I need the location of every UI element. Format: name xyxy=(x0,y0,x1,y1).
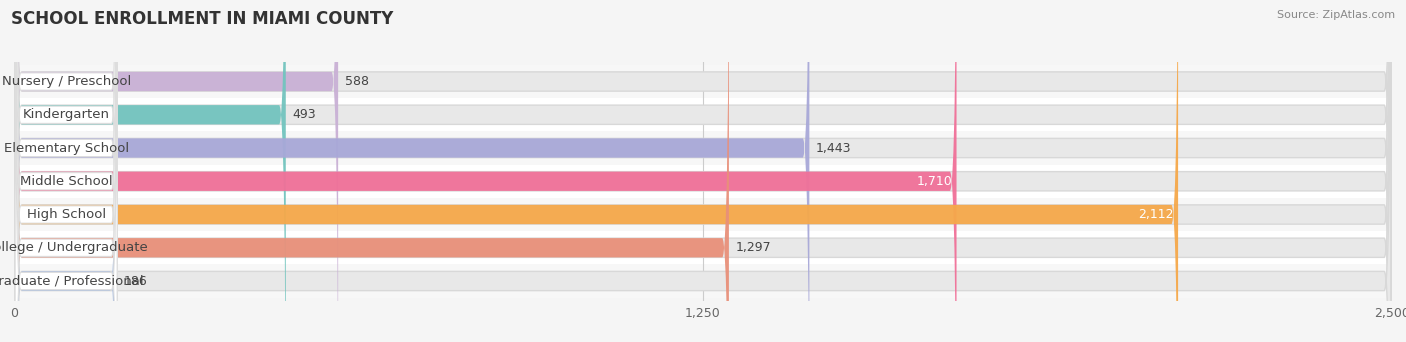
Text: 1,297: 1,297 xyxy=(735,241,770,254)
Text: 1,443: 1,443 xyxy=(815,142,852,155)
FancyBboxPatch shape xyxy=(15,0,117,342)
FancyBboxPatch shape xyxy=(15,0,117,342)
Bar xyxy=(14,231,1392,264)
Text: 588: 588 xyxy=(344,75,368,88)
FancyBboxPatch shape xyxy=(15,0,728,342)
FancyBboxPatch shape xyxy=(15,0,117,342)
FancyBboxPatch shape xyxy=(15,0,337,342)
FancyBboxPatch shape xyxy=(15,0,285,342)
FancyBboxPatch shape xyxy=(15,0,117,342)
FancyBboxPatch shape xyxy=(15,0,117,342)
FancyBboxPatch shape xyxy=(15,0,117,342)
Text: 2,112: 2,112 xyxy=(1139,208,1174,221)
Text: Nursery / Preschool: Nursery / Preschool xyxy=(1,75,131,88)
FancyBboxPatch shape xyxy=(15,0,117,342)
FancyBboxPatch shape xyxy=(15,0,1391,342)
FancyBboxPatch shape xyxy=(15,0,117,342)
FancyBboxPatch shape xyxy=(15,0,810,342)
Text: Elementary School: Elementary School xyxy=(4,142,129,155)
Bar xyxy=(14,198,1392,231)
FancyBboxPatch shape xyxy=(15,0,1391,342)
FancyBboxPatch shape xyxy=(15,0,1391,342)
FancyBboxPatch shape xyxy=(15,0,1391,342)
Text: Graduate / Professional: Graduate / Professional xyxy=(0,275,143,288)
Text: Middle School: Middle School xyxy=(20,175,112,188)
FancyBboxPatch shape xyxy=(15,0,956,342)
Text: 1,710: 1,710 xyxy=(917,175,952,188)
Text: Kindergarten: Kindergarten xyxy=(22,108,110,121)
Text: SCHOOL ENROLLMENT IN MIAMI COUNTY: SCHOOL ENROLLMENT IN MIAMI COUNTY xyxy=(11,10,394,28)
FancyBboxPatch shape xyxy=(15,0,1391,342)
Bar xyxy=(14,264,1392,298)
FancyBboxPatch shape xyxy=(15,0,1391,342)
Text: College / Undergraduate: College / Undergraduate xyxy=(0,241,148,254)
Bar xyxy=(14,65,1392,98)
Text: High School: High School xyxy=(27,208,105,221)
FancyBboxPatch shape xyxy=(15,0,1391,342)
Bar xyxy=(14,98,1392,131)
Bar xyxy=(14,165,1392,198)
Bar xyxy=(14,131,1392,165)
Text: Source: ZipAtlas.com: Source: ZipAtlas.com xyxy=(1277,10,1395,20)
FancyBboxPatch shape xyxy=(15,0,1178,342)
Text: 493: 493 xyxy=(292,108,316,121)
Text: 186: 186 xyxy=(124,275,148,288)
